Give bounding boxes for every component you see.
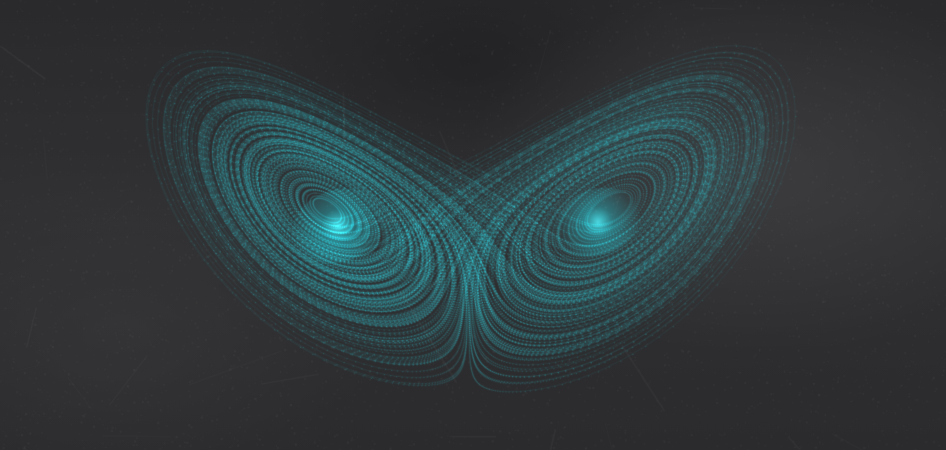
chalkboard-scene bbox=[0, 0, 946, 450]
lorenz-attractor-drawing bbox=[0, 0, 946, 450]
